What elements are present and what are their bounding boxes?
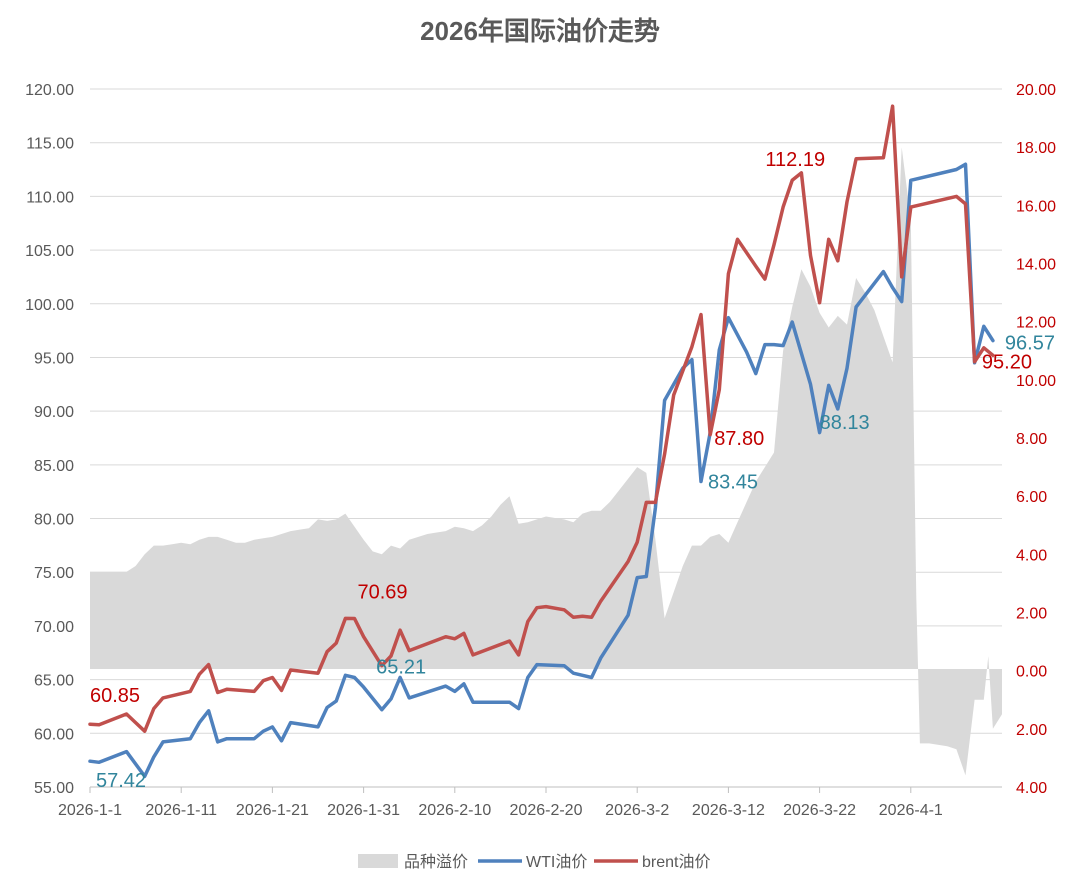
wti-data-label: 83.45	[708, 472, 758, 494]
right-tick-label: 2.00	[1016, 606, 1047, 623]
x-tick-label: 2026-3-12	[692, 802, 765, 819]
wti-data-label: 57.42	[96, 770, 146, 792]
x-tick-label: 2026-1-21	[236, 802, 309, 819]
left-tick-label: 70.00	[34, 619, 74, 636]
brent-data-label: 70.69	[358, 582, 408, 604]
x-tick-label: 2026-1-11	[145, 802, 217, 819]
legend-label-wti: WTI油价	[526, 853, 587, 871]
x-tick-label: 2026-1-31	[327, 802, 400, 819]
right-tick-label: 4.00	[1016, 547, 1047, 564]
left-tick-label: 80.00	[34, 512, 74, 529]
right-tick-label: 10.00	[1016, 373, 1056, 390]
wti-data-label: 65.21	[376, 656, 426, 678]
x-tick-label: 2026-4-1	[879, 802, 943, 819]
left-tick-label: 120.00	[25, 82, 74, 99]
left-tick-label: 60.00	[34, 726, 74, 743]
left-tick-label: 100.00	[25, 297, 74, 314]
brent-data-label: 87.80	[714, 428, 764, 450]
data-labels-layer: 60.85 57.42 70.69 65.21 87.80 83.45 112.19 88.1…	[90, 149, 1055, 792]
left-tick-label: 75.00	[34, 565, 74, 582]
wti-data-label: 88.13	[820, 412, 870, 434]
left-tick-label: 95.00	[34, 350, 74, 367]
left-tick-label: 115.00	[26, 136, 74, 153]
right-tick-label: 2.00	[1016, 722, 1047, 739]
right-tick-label: 12.00	[1016, 315, 1056, 332]
left-tick-label: 105.00	[25, 243, 74, 260]
x-tick-label: 2026-2-10	[418, 802, 491, 819]
legend: 品种溢价 WTI油价 brent油价	[358, 853, 710, 871]
left-y-axis: 55.00 60.00 65.00 70.00 75.00 80.00 85.00 90.00…	[25, 82, 74, 797]
left-tick-label: 85.00	[34, 458, 74, 475]
right-tick-label: 6.00	[1016, 489, 1047, 506]
x-tick-label: 2026-1-1	[58, 802, 122, 819]
x-axis: 2026-1-1 2026-1-11 2026-1-21 2026-1-31 2026-…	[58, 786, 1002, 819]
wti-data-label: 96.57	[1005, 333, 1055, 355]
brent-data-label: 60.85	[90, 685, 140, 707]
right-tick-label: 20.00	[1016, 82, 1056, 99]
wti-line	[88, 162, 995, 779]
chart-title: 2026年国际油价走势	[420, 16, 660, 46]
left-tick-label: 110.00	[26, 189, 74, 206]
spread-area	[90, 147, 1002, 776]
left-tick-label: 55.00	[34, 780, 74, 797]
right-tick-label: 8.00	[1016, 431, 1047, 448]
right-tick-label: 14.00	[1016, 257, 1056, 274]
legend-swatch-spread	[358, 854, 398, 868]
brent-data-label: 112.19	[765, 149, 825, 171]
brent-data-label: 95.20	[982, 351, 1032, 373]
right-tick-label: 4.00	[1016, 780, 1047, 797]
left-tick-label: 65.00	[34, 673, 74, 690]
right-tick-label: 0.00	[1016, 664, 1047, 681]
legend-label-spread: 品种溢价	[404, 853, 468, 871]
left-tick-label: 90.00	[34, 404, 74, 421]
x-tick-label: 2026-3-22	[783, 802, 856, 819]
x-tick-label: 2026-3-2	[605, 802, 669, 819]
spread-area-layer	[90, 147, 1002, 776]
right-y-axis: 4.00 2.00 0.00 2.00 4.00 6.00 8.00 10.00 12.00 14…	[1016, 82, 1056, 797]
price-lines-layer	[88, 104, 995, 779]
x-tick-label: 2026-2-20	[510, 802, 583, 819]
brent-line	[88, 104, 995, 733]
right-tick-label: 16.00	[1016, 198, 1056, 215]
legend-label-brent: brent油价	[642, 853, 710, 871]
right-tick-label: 18.00	[1016, 140, 1056, 157]
